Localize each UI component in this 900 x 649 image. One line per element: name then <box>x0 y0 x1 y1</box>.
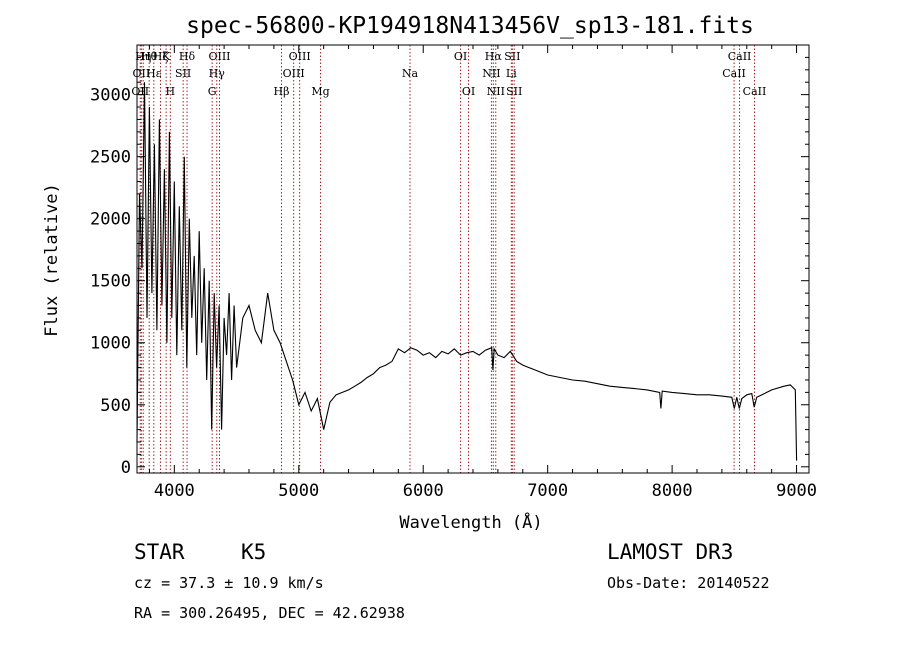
spectral-line-label: CaII <box>722 67 746 80</box>
spectral-line-label: G <box>208 85 217 98</box>
y-tick-label: 0 <box>121 458 131 478</box>
coordinates-readout: RA = 300.26495, DEC = 42.62938 <box>134 604 405 622</box>
x-tick-label: 6000 <box>403 481 444 501</box>
spectral-line-label: OII <box>131 85 149 98</box>
spectral-line-label: SII <box>504 50 520 63</box>
spectral-line-labels: OIIOIIHηHθHεHζKHSIIHδGHγOIIIHβOIIIOIIIMg… <box>131 50 766 98</box>
y-tick-label: 1000 <box>90 334 131 354</box>
spectral-line-label: OI <box>462 85 475 98</box>
spectral-line-label: Li <box>506 67 517 80</box>
redshift-readout: cz = 37.3 ± 10.9 km/s <box>134 574 324 592</box>
spectral-line-label: Mg <box>311 85 329 98</box>
x-tick-label: 5000 <box>278 481 319 501</box>
x-tick-label: 4000 <box>154 481 195 501</box>
observation-date: Obs-Date: 20140522 <box>607 574 770 592</box>
x-tick-label: 7000 <box>527 481 568 501</box>
y-tick-label: 2000 <box>90 210 131 230</box>
spectral-line-label: Hε <box>146 67 162 80</box>
spectral-line-label: Hβ <box>274 85 290 98</box>
spectral-line-label: SII <box>506 85 522 98</box>
spectral-line-label: Hη <box>135 50 151 63</box>
y-tick-label: 500 <box>100 396 131 416</box>
spectral-line-label: Hδ <box>179 50 196 63</box>
spectral-line-label: Hζ <box>153 50 169 63</box>
spectral-line-label: NII <box>482 67 500 80</box>
spectral-line-label: Hθ <box>141 50 158 63</box>
spectral-line-label: OIII <box>289 50 311 63</box>
y-tick-label: 3000 <box>90 86 131 106</box>
spectral-line-label: CaII <box>728 50 752 63</box>
spectral-line-label: K <box>162 50 171 63</box>
spectral-line-label: Na <box>402 67 419 80</box>
y-axis-ticks: 0 500 1000 1500 2000 2500 3000 <box>90 56 809 478</box>
spectral-line-label: H <box>166 85 176 98</box>
x-axis-label: Wavelength (Å) <box>399 511 542 533</box>
x-tick-label: 9000 <box>776 481 817 501</box>
spectral-line-label: OIII <box>208 50 230 63</box>
object-subclass: K5 <box>241 540 266 564</box>
y-tick-label: 2500 <box>90 148 131 168</box>
spectral-line-label: OIII <box>283 67 305 80</box>
spectral-line-label: Hγ <box>209 67 226 80</box>
x-tick-label: 8000 <box>652 481 693 501</box>
spectral-line-label: SII <box>175 67 191 80</box>
spectral-line-label: NII <box>487 85 505 98</box>
x-axis-ticks: 4000 5000 6000 7000 8000 9000 <box>148 45 817 501</box>
spectrum-series-line <box>136 82 798 461</box>
plot-frame <box>136 44 810 474</box>
y-tick-label: 1500 <box>90 272 131 292</box>
spectral-line-markers <box>139 45 755 473</box>
survey-name: LAMOST DR3 <box>607 540 733 564</box>
spectral-line-label: OI <box>454 50 467 63</box>
spectral-line-label: CaII <box>743 85 767 98</box>
spectral-line-label: Hα <box>485 50 503 63</box>
y-axis-label: Flux (relative) <box>42 183 62 337</box>
object-class: STAR <box>134 540 185 564</box>
chart-title: spec-56800-KP194918N413456V_sp13-181.fit… <box>186 13 754 39</box>
